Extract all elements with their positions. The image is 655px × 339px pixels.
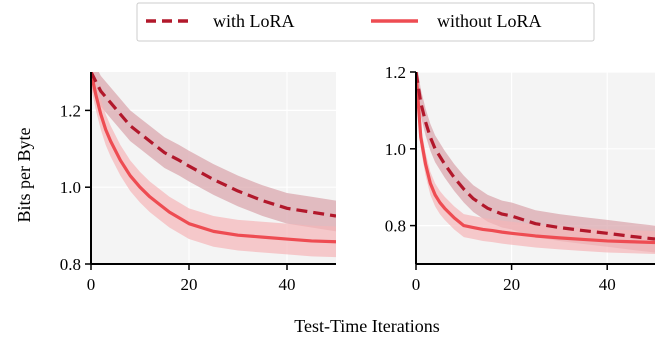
- x-tick-label: 20: [181, 275, 198, 294]
- x-tick-label: 0: [87, 275, 96, 294]
- series-line-without-lora: [91, 72, 336, 244]
- y-tick-label: 0.8: [385, 217, 406, 236]
- plot-area: [416, 72, 655, 255]
- confidence-band: [91, 72, 336, 232]
- y-tick-label: 1.0: [385, 140, 406, 159]
- legend-with-lora-label: with LoRA: [213, 11, 295, 31]
- y-tick-label: 1.0: [60, 178, 81, 197]
- legend-without-lora-label: without LoRA: [437, 11, 542, 31]
- right-panel: 0 20 40 0.8 1.0 1.2: [385, 63, 655, 294]
- y-tick-label: 1.2: [385, 63, 406, 82]
- left-panel: 0 20 40 0.8 1.0 1.2: [60, 72, 336, 294]
- plot-area: [91, 72, 336, 258]
- x-tick-label: 40: [599, 275, 616, 294]
- x-tick-label: 40: [279, 275, 296, 294]
- series-line-with-lora: [91, 72, 336, 218]
- x-tick-label: 20: [503, 275, 520, 294]
- series-line-without-lora: [416, 72, 655, 245]
- y-axis-label: Bits per Byte: [14, 127, 34, 222]
- series-line-with-lora: [416, 72, 655, 241]
- confidence-band: [91, 72, 336, 258]
- legend-box: [136, 2, 595, 42]
- x-axis-label: Test-Time Iterations: [294, 316, 440, 336]
- legend: with LoRA without LoRA: [136, 2, 595, 42]
- y-tick-label: 0.8: [60, 255, 81, 274]
- x-tick-label: 0: [412, 275, 421, 294]
- confidence-band: [416, 72, 655, 253]
- y-tick-label: 1.2: [60, 101, 81, 120]
